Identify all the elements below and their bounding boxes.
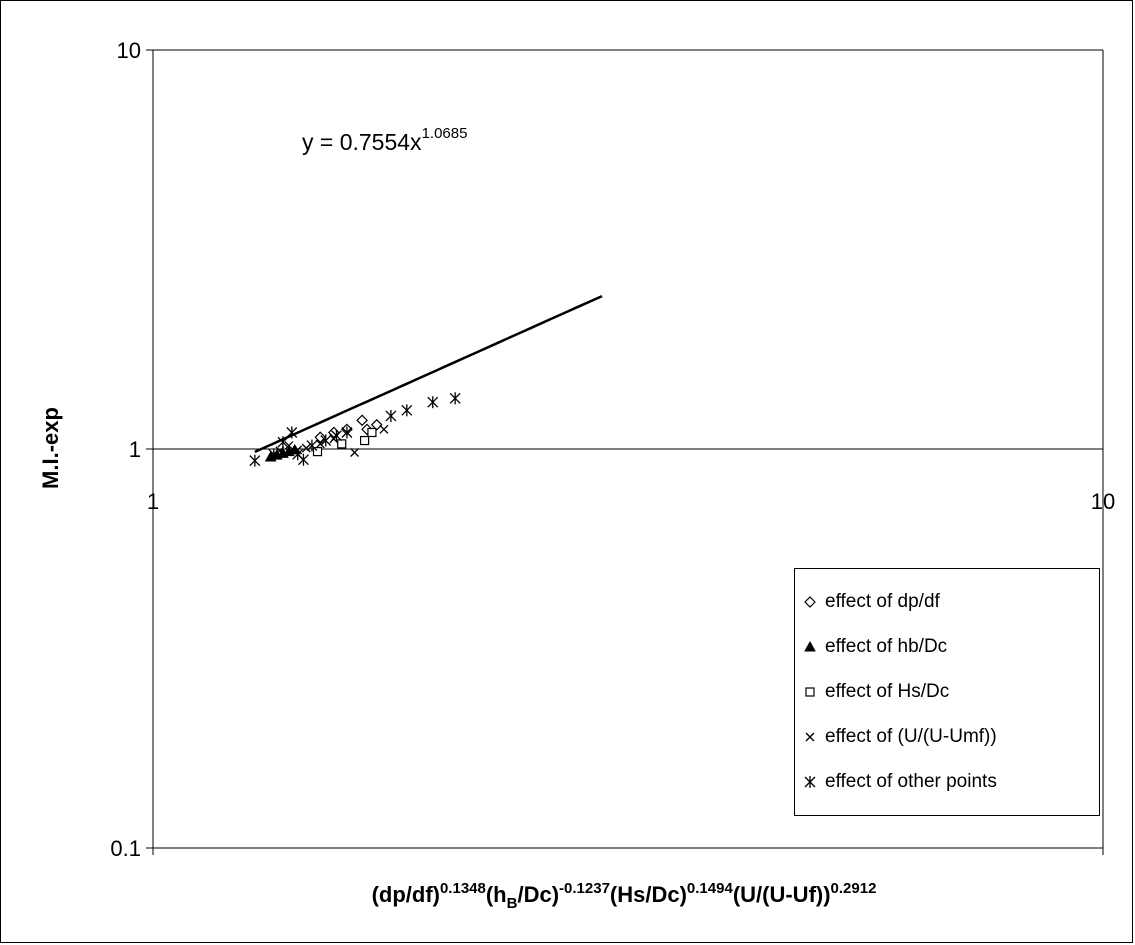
marker-stroke [805,732,815,741]
x-axis-title-part: 0.1494 [687,880,734,897]
data-point [379,424,389,434]
legend-marker [799,685,821,699]
data-point [356,414,368,427]
marker-shape [367,427,377,438]
legend-item: effect of hb/Dc [795,624,1099,669]
legend-marker-shape [805,732,815,741]
legend-marker-icon [804,595,816,608]
data-point [337,439,347,449]
legend-label: effect of (U/(U-Umf)) [825,725,997,747]
marker-shape [314,431,327,444]
trendline [254,294,603,454]
legend-label: effect of other points [825,770,997,792]
data-point [370,418,383,431]
equation-exponent: 1.0685 [422,125,468,142]
series-4 [249,392,461,467]
data-point [286,426,298,439]
data-point [385,409,397,422]
marker-stroke [379,424,389,434]
legend-marker-shape [804,775,816,788]
legend-item: effect of other points [795,759,1099,804]
marker-stroke [315,439,325,449]
marker-stroke [301,443,311,453]
data-point [401,404,413,417]
marker-shape [359,435,370,446]
legend-marker-icon [805,732,815,741]
legend-item: effect of (U/(U-Umf)) [795,714,1099,759]
x-axis-title-part: (h [486,882,507,907]
legend-marker [799,730,821,744]
x-axis-title-part: /Dc) [517,882,559,907]
legend-marker [799,640,821,654]
y-tick-label: 1 [129,437,141,462]
marker-stroke [350,448,360,457]
data-point [314,431,327,444]
legend-marker-shape [805,686,815,697]
data-point [359,435,370,446]
x-tick-label: 1 [147,489,159,514]
x-axis-title-part: -0.1237 [559,880,610,897]
y-tick-label: 10 [117,38,141,63]
y-axis-title: M.I.-exp [38,407,63,489]
x-axis-title-part: (Hs/Dc) [610,882,687,907]
legend-label: effect of hb/Dc [825,635,948,657]
data-point [301,443,311,453]
x-tick-label: 10 [1091,489,1115,514]
series-2 [312,427,377,457]
legend-item: effect of dp/df [795,579,1099,624]
data-point [320,434,332,447]
legend-marker-icon [804,775,816,788]
x-axis-title-part: 0.1348 [440,880,486,897]
data-point [427,396,439,409]
legend: effect of dp/df effect of hb/Dc effect of … [794,568,1100,816]
marker-shape [804,595,816,608]
data-point [312,447,323,457]
marker-shape [337,439,347,449]
data-point [284,441,294,451]
marker-shape [804,640,816,651]
marker-shape [805,686,815,697]
marker-shape [356,414,368,427]
marker-shape [370,418,383,431]
data-point [331,429,342,442]
data-point [268,448,280,461]
legend-marker [799,775,821,789]
data-point [350,448,360,457]
data-point [297,453,309,466]
trendline-equation: y = 0.7554x1.0685 [302,125,467,155]
x-axis-title-part: 0.2912 [831,880,877,897]
legend-label: effect of dp/df [825,590,940,612]
data-point [277,436,289,449]
x-axis-title-part: (dp/df) [372,882,440,907]
legend-item: effect of Hs/Dc [795,669,1099,714]
marker-shape [312,447,323,457]
data-point [249,454,261,467]
marker-stroke [284,441,294,451]
legend-marker-shape [804,640,816,651]
legend-marker-icon [804,640,816,651]
data-point [315,439,325,449]
x-axis-title: (dp/df)0.1348(hB/Dc)-0.1237(Hs/Dc)0.1494… [372,880,877,912]
data-point [306,439,318,452]
x-axis-title-part: B [507,895,518,912]
y-tick-label: 0.1 [110,836,141,861]
legend-label: effect of Hs/Dc [825,680,950,702]
data-point [367,427,377,438]
data-point [341,426,353,439]
data-point [449,392,461,405]
equation-base: y = 0.7554x [302,129,422,155]
legend-marker-shape [804,595,816,608]
plot-area: 0.1 1 10 1 10 [110,38,1115,861]
legend-marker-icon [805,686,815,697]
x-axis-title-part: (U/(U-Uf)) [733,882,831,907]
legend-marker [799,595,821,609]
